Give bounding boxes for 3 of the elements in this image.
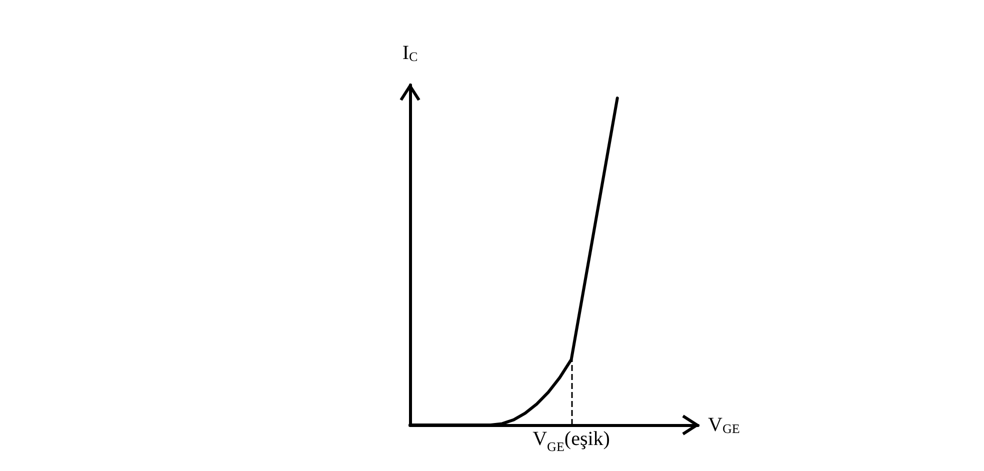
text: V$_{GE}$(eşik) bbox=[532, 428, 610, 454]
y-axis-title: IC bbox=[402, 42, 418, 64]
x-axis-title: VGE bbox=[708, 414, 740, 436]
